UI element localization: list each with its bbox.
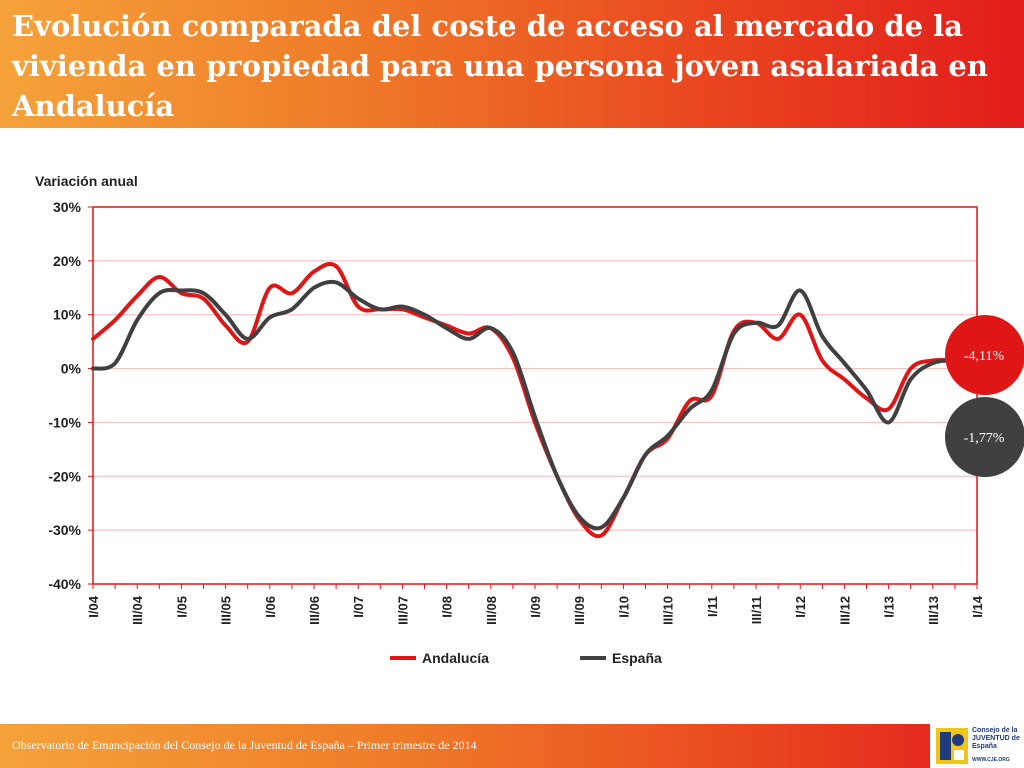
espana-end-badge-label: -1,77% — [964, 431, 1005, 446]
line-chart: Variación anual 30% 20% 10% 0% -10% -20% -30% -… — [35, 173, 1024, 666]
x-tick-label: III/06 — [307, 596, 322, 625]
x-tick-label: III/12 — [837, 596, 852, 625]
y-tick-label: -20% — [48, 468, 81, 484]
x-tick-label: III/05 — [219, 596, 234, 625]
x-tick-label: I/09 — [528, 596, 543, 618]
x-tick-label: III/13 — [926, 596, 941, 625]
espana-line — [91, 279, 979, 531]
y-tick-label: -10% — [48, 414, 81, 430]
x-tick-label: I/07 — [351, 596, 366, 618]
y-tick-label: -30% — [48, 522, 81, 538]
y-tick-label: 10% — [53, 307, 82, 323]
y-axis-title: Variación anual — [35, 173, 138, 189]
chart-area: Variación anual 30% 20% 10% 0% -10% -20% -30% -… — [0, 150, 1024, 690]
plot-frame — [92, 206, 978, 585]
x-tick-label: III/11 — [749, 596, 764, 624]
y-tick-label: 30% — [53, 199, 82, 215]
x-tick-label: I/14 — [970, 595, 985, 617]
andalucia-end-badge — [945, 315, 1024, 395]
x-tick-label: III/09 — [572, 596, 587, 625]
x-tick-label: I/10 — [616, 596, 631, 618]
andalucia-line — [91, 261, 979, 539]
end-value-badges: -4,11% -1,77% — [945, 315, 1024, 477]
cje-logo: Consejo de la JUVENTUD de España WWW.CJE… — [930, 724, 1024, 768]
slide-header: Evolución comparada del coste de acceso … — [0, 0, 1024, 128]
y-axis-ticks: 30% 20% 10% 0% -10% -20% -30% -40% — [48, 199, 93, 592]
x-tick-label: III/08 — [484, 596, 499, 625]
x-tick-label: I/13 — [882, 596, 897, 618]
y-tick-label: 0% — [61, 361, 82, 377]
legend: Andalucía España — [390, 650, 662, 666]
x-axis-ticks: I/04 III/04 I/05 III/05 I/06 III/06 I/07 III/07… — [86, 584, 985, 625]
series-lines — [91, 261, 979, 539]
x-tick-label: I/05 — [174, 596, 189, 618]
slide-footer: Observatorio de Emancipación del Consejo… — [0, 724, 1024, 768]
x-tick-label: III/10 — [661, 596, 676, 625]
legend-label-espana: España — [612, 650, 662, 666]
footer-source-text: Observatorio de Emancipación del Consejo… — [12, 738, 477, 752]
andalucia-end-badge-label: -4,11% — [964, 349, 1005, 364]
cje-logo-url: WWW.CJE.ORG — [972, 757, 1010, 763]
cje-logo-text: Consejo de la JUVENTUD de España — [972, 727, 1020, 750]
x-tick-label: III/07 — [395, 596, 410, 625]
x-tick-label: I/08 — [440, 596, 455, 618]
legend-label-andalucia: Andalucía — [422, 650, 489, 666]
espana-end-badge — [945, 397, 1024, 477]
x-tick-label: III/04 — [130, 595, 145, 625]
x-tick-label: I/04 — [86, 595, 101, 617]
y-tick-label: 20% — [53, 253, 82, 269]
x-tick-label: I/12 — [793, 596, 808, 618]
x-tick-label: I/06 — [263, 596, 278, 618]
slide-title: Evolución comparada del coste de acceso … — [12, 9, 988, 123]
grid-lines — [93, 260, 977, 531]
cje-logo-icon — [936, 728, 968, 764]
x-tick-label: I/11 — [705, 596, 720, 617]
y-tick-label: -40% — [48, 576, 81, 592]
